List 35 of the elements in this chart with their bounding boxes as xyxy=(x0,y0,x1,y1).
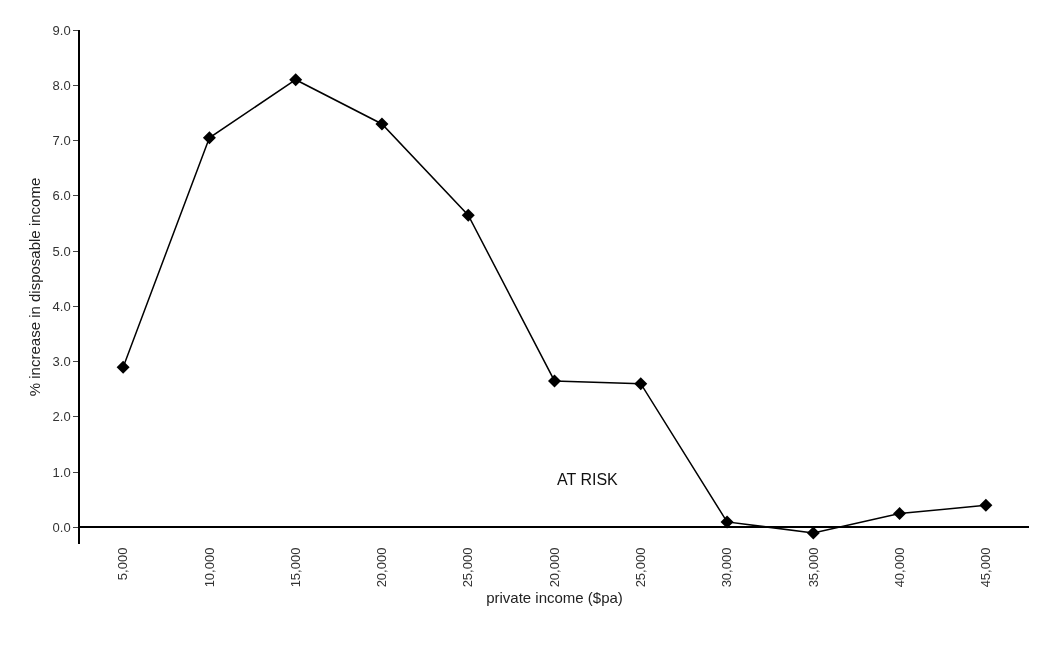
y-tick-label: 7.0 xyxy=(52,133,71,149)
x-tick-label: 15,000 xyxy=(287,547,303,588)
annotation: AT RISK xyxy=(557,471,619,488)
y-tick-label: 5.0 xyxy=(52,243,71,259)
y-tick-label: 8.0 xyxy=(52,77,71,93)
y-tick-label: 6.0 xyxy=(52,188,71,204)
x-tick-label: 35,000 xyxy=(805,547,821,588)
point xyxy=(548,374,561,388)
y-tick-label: 0.0 xyxy=(52,519,71,535)
y-tick-label: 3.0 xyxy=(52,354,71,370)
y-tick-label: 4.0 xyxy=(52,298,71,314)
x-tick-label: 40,000 xyxy=(891,547,907,588)
point xyxy=(461,208,475,222)
point xyxy=(979,498,993,512)
point xyxy=(893,507,907,521)
point xyxy=(375,117,389,131)
point xyxy=(116,360,130,374)
point xyxy=(720,515,734,529)
x-axis-title: private income ($pa) xyxy=(486,589,623,607)
y-tick-label: 2.0 xyxy=(52,409,71,425)
y-axis-title: % increase in disposable income xyxy=(25,177,43,397)
point xyxy=(202,131,216,145)
y-tick-label: 1.0 xyxy=(52,464,71,480)
y-tick-label: 9.0 xyxy=(52,22,71,38)
x-tick-label: 45,000 xyxy=(978,547,994,588)
x-tick-label: 25,000 xyxy=(632,547,648,588)
x-tick-label: 30,000 xyxy=(719,547,735,588)
x-tick-label: 20,000 xyxy=(374,547,390,588)
point xyxy=(634,377,648,391)
point xyxy=(806,526,820,540)
x-tick-label: 5,000 xyxy=(115,547,131,581)
x-tick-label: 10,000 xyxy=(201,547,217,588)
point xyxy=(289,73,303,87)
x-tick-label: 25,000 xyxy=(460,547,476,588)
x-tick-label: 20,000 xyxy=(546,547,562,588)
